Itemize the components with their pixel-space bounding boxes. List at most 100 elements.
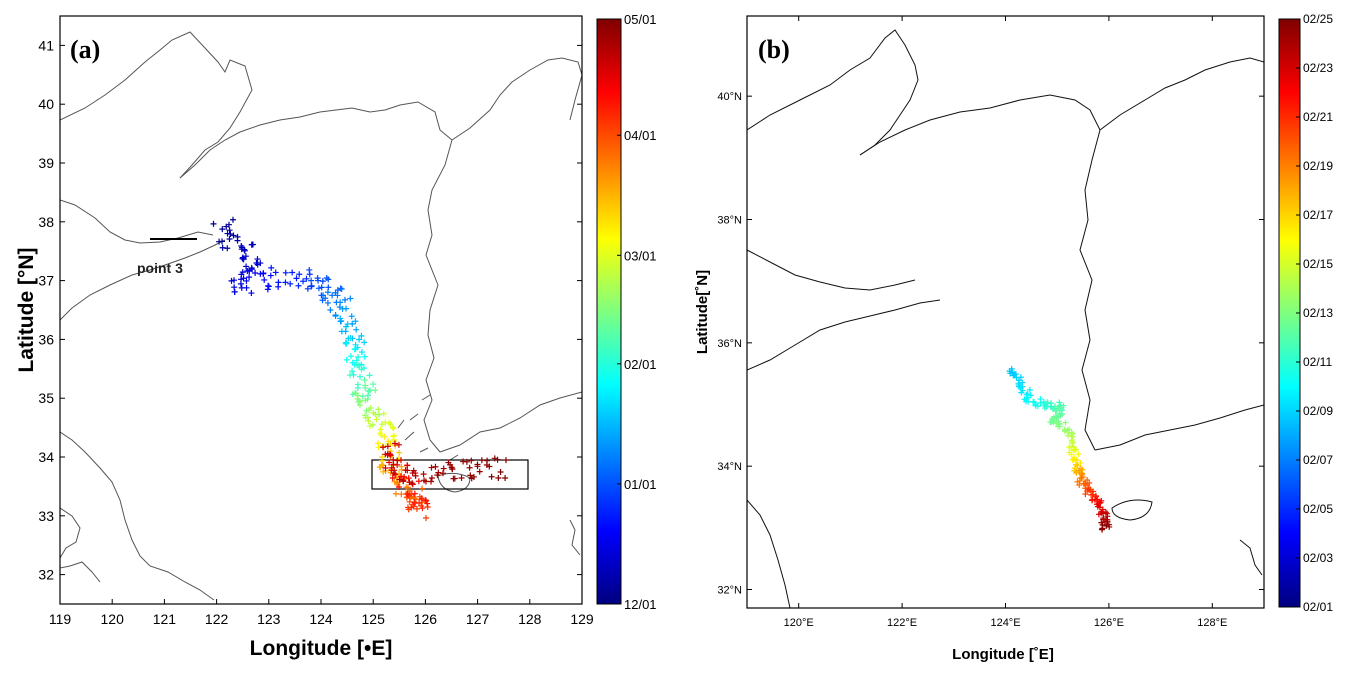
colorbar-tick-label: 02/15 <box>1303 257 1333 271</box>
track-marker <box>1024 394 1031 401</box>
track-marker <box>338 328 345 335</box>
colorbar-tick-label: 12/01 <box>624 597 657 612</box>
track-marker <box>409 481 416 488</box>
track-marker <box>408 504 415 511</box>
track-marker <box>428 464 435 471</box>
track-marker <box>304 285 311 292</box>
track-marker <box>395 441 402 448</box>
track-marker <box>1053 420 1060 427</box>
track-marker <box>390 470 397 477</box>
panel-b-y-ticks: 32°N 34°N 36°N 38°N 40°N <box>717 91 1264 597</box>
track-marker <box>246 268 253 275</box>
track-marker <box>243 284 250 291</box>
track-marker <box>478 457 485 464</box>
track-marker <box>375 406 382 413</box>
y-tick-label: 36°N <box>717 338 742 350</box>
panel-a-frame <box>59 15 583 605</box>
track-marker <box>381 433 388 440</box>
track-marker <box>497 468 504 475</box>
y-tick-label: 34°N <box>717 461 742 473</box>
track-marker <box>412 472 419 479</box>
coast-japan <box>569 519 581 556</box>
track-marker <box>470 473 477 480</box>
panel-a-y-axis-title: Latitude [°N] <box>15 247 38 372</box>
track-marker <box>343 340 350 347</box>
track-marker <box>419 505 426 512</box>
x-tick-label: 122 <box>205 611 229 627</box>
track-marker <box>362 414 369 421</box>
track-marker <box>390 425 397 432</box>
track-marker <box>327 307 334 314</box>
track-marker <box>370 409 377 416</box>
colorbar-tick-label: 02/11 <box>1303 355 1332 369</box>
track-marker <box>1034 403 1041 410</box>
track-marker <box>422 478 429 485</box>
track-marker <box>219 238 226 245</box>
track-marker <box>411 490 418 497</box>
track-marker <box>353 326 360 333</box>
track-marker <box>1044 399 1051 406</box>
track-marker <box>419 485 426 492</box>
track-marker <box>389 424 396 431</box>
track-marker <box>257 270 264 277</box>
track-marker <box>484 457 491 464</box>
track-marker <box>358 366 365 373</box>
track-marker <box>346 372 353 379</box>
track-marker <box>488 473 495 480</box>
track-marker <box>396 449 403 456</box>
track-a <box>210 216 509 521</box>
track-marker <box>253 259 260 266</box>
track-marker <box>240 275 247 282</box>
point3-annotation: point 3 <box>137 260 183 276</box>
track-marker <box>355 354 362 361</box>
track-marker <box>226 227 233 234</box>
track-marker <box>378 421 385 428</box>
track-marker <box>476 468 483 475</box>
track-marker <box>287 280 294 287</box>
track-marker <box>282 269 289 276</box>
track-marker <box>272 269 279 276</box>
track-marker <box>264 286 271 293</box>
track-marker <box>502 474 509 481</box>
track-marker <box>219 226 226 233</box>
track-marker <box>261 276 268 283</box>
coast-japan-b <box>1239 539 1263 576</box>
coast-north-east-b <box>1099 57 1264 131</box>
panel-a: 119 120 121 122 123 124 125 126 127 128 129 32 33 34… <box>15 12 657 660</box>
track-marker <box>392 471 399 478</box>
colorbar-tick-label: 02/01 <box>1303 600 1333 614</box>
track-marker <box>494 456 501 463</box>
y-tick-label: 32 <box>38 567 54 583</box>
track-marker <box>398 463 405 470</box>
track-marker <box>254 256 261 263</box>
track-marker <box>367 405 374 412</box>
track-marker <box>300 278 307 285</box>
track-marker <box>466 464 473 471</box>
track-marker <box>226 235 233 242</box>
coast-korea-west-b <box>1079 129 1101 451</box>
track-marker <box>409 480 416 487</box>
y-tick-label: 38°N <box>717 215 742 227</box>
track-marker <box>367 423 374 430</box>
panel-a-coastlines <box>60 31 582 601</box>
track-marker <box>394 479 401 486</box>
track-marker <box>224 230 231 237</box>
track-marker <box>380 410 387 417</box>
track-marker <box>1106 523 1113 530</box>
track-marker <box>239 255 246 262</box>
track-marker <box>1066 429 1073 436</box>
y-tick-label: 40 <box>38 96 54 112</box>
track-marker <box>1041 405 1048 412</box>
x-tick-label: 128°E <box>1197 617 1227 629</box>
x-tick-label: 129 <box>570 611 594 627</box>
track-marker <box>362 397 369 404</box>
track-marker <box>238 242 245 249</box>
track-marker <box>265 283 272 290</box>
track-marker <box>1077 459 1084 466</box>
x-tick-label: 127 <box>466 611 490 627</box>
track-marker <box>243 263 250 270</box>
track-marker <box>401 473 408 480</box>
jeju-island <box>437 472 471 493</box>
track-marker <box>491 455 498 462</box>
x-tick-label: 119 <box>49 611 72 627</box>
